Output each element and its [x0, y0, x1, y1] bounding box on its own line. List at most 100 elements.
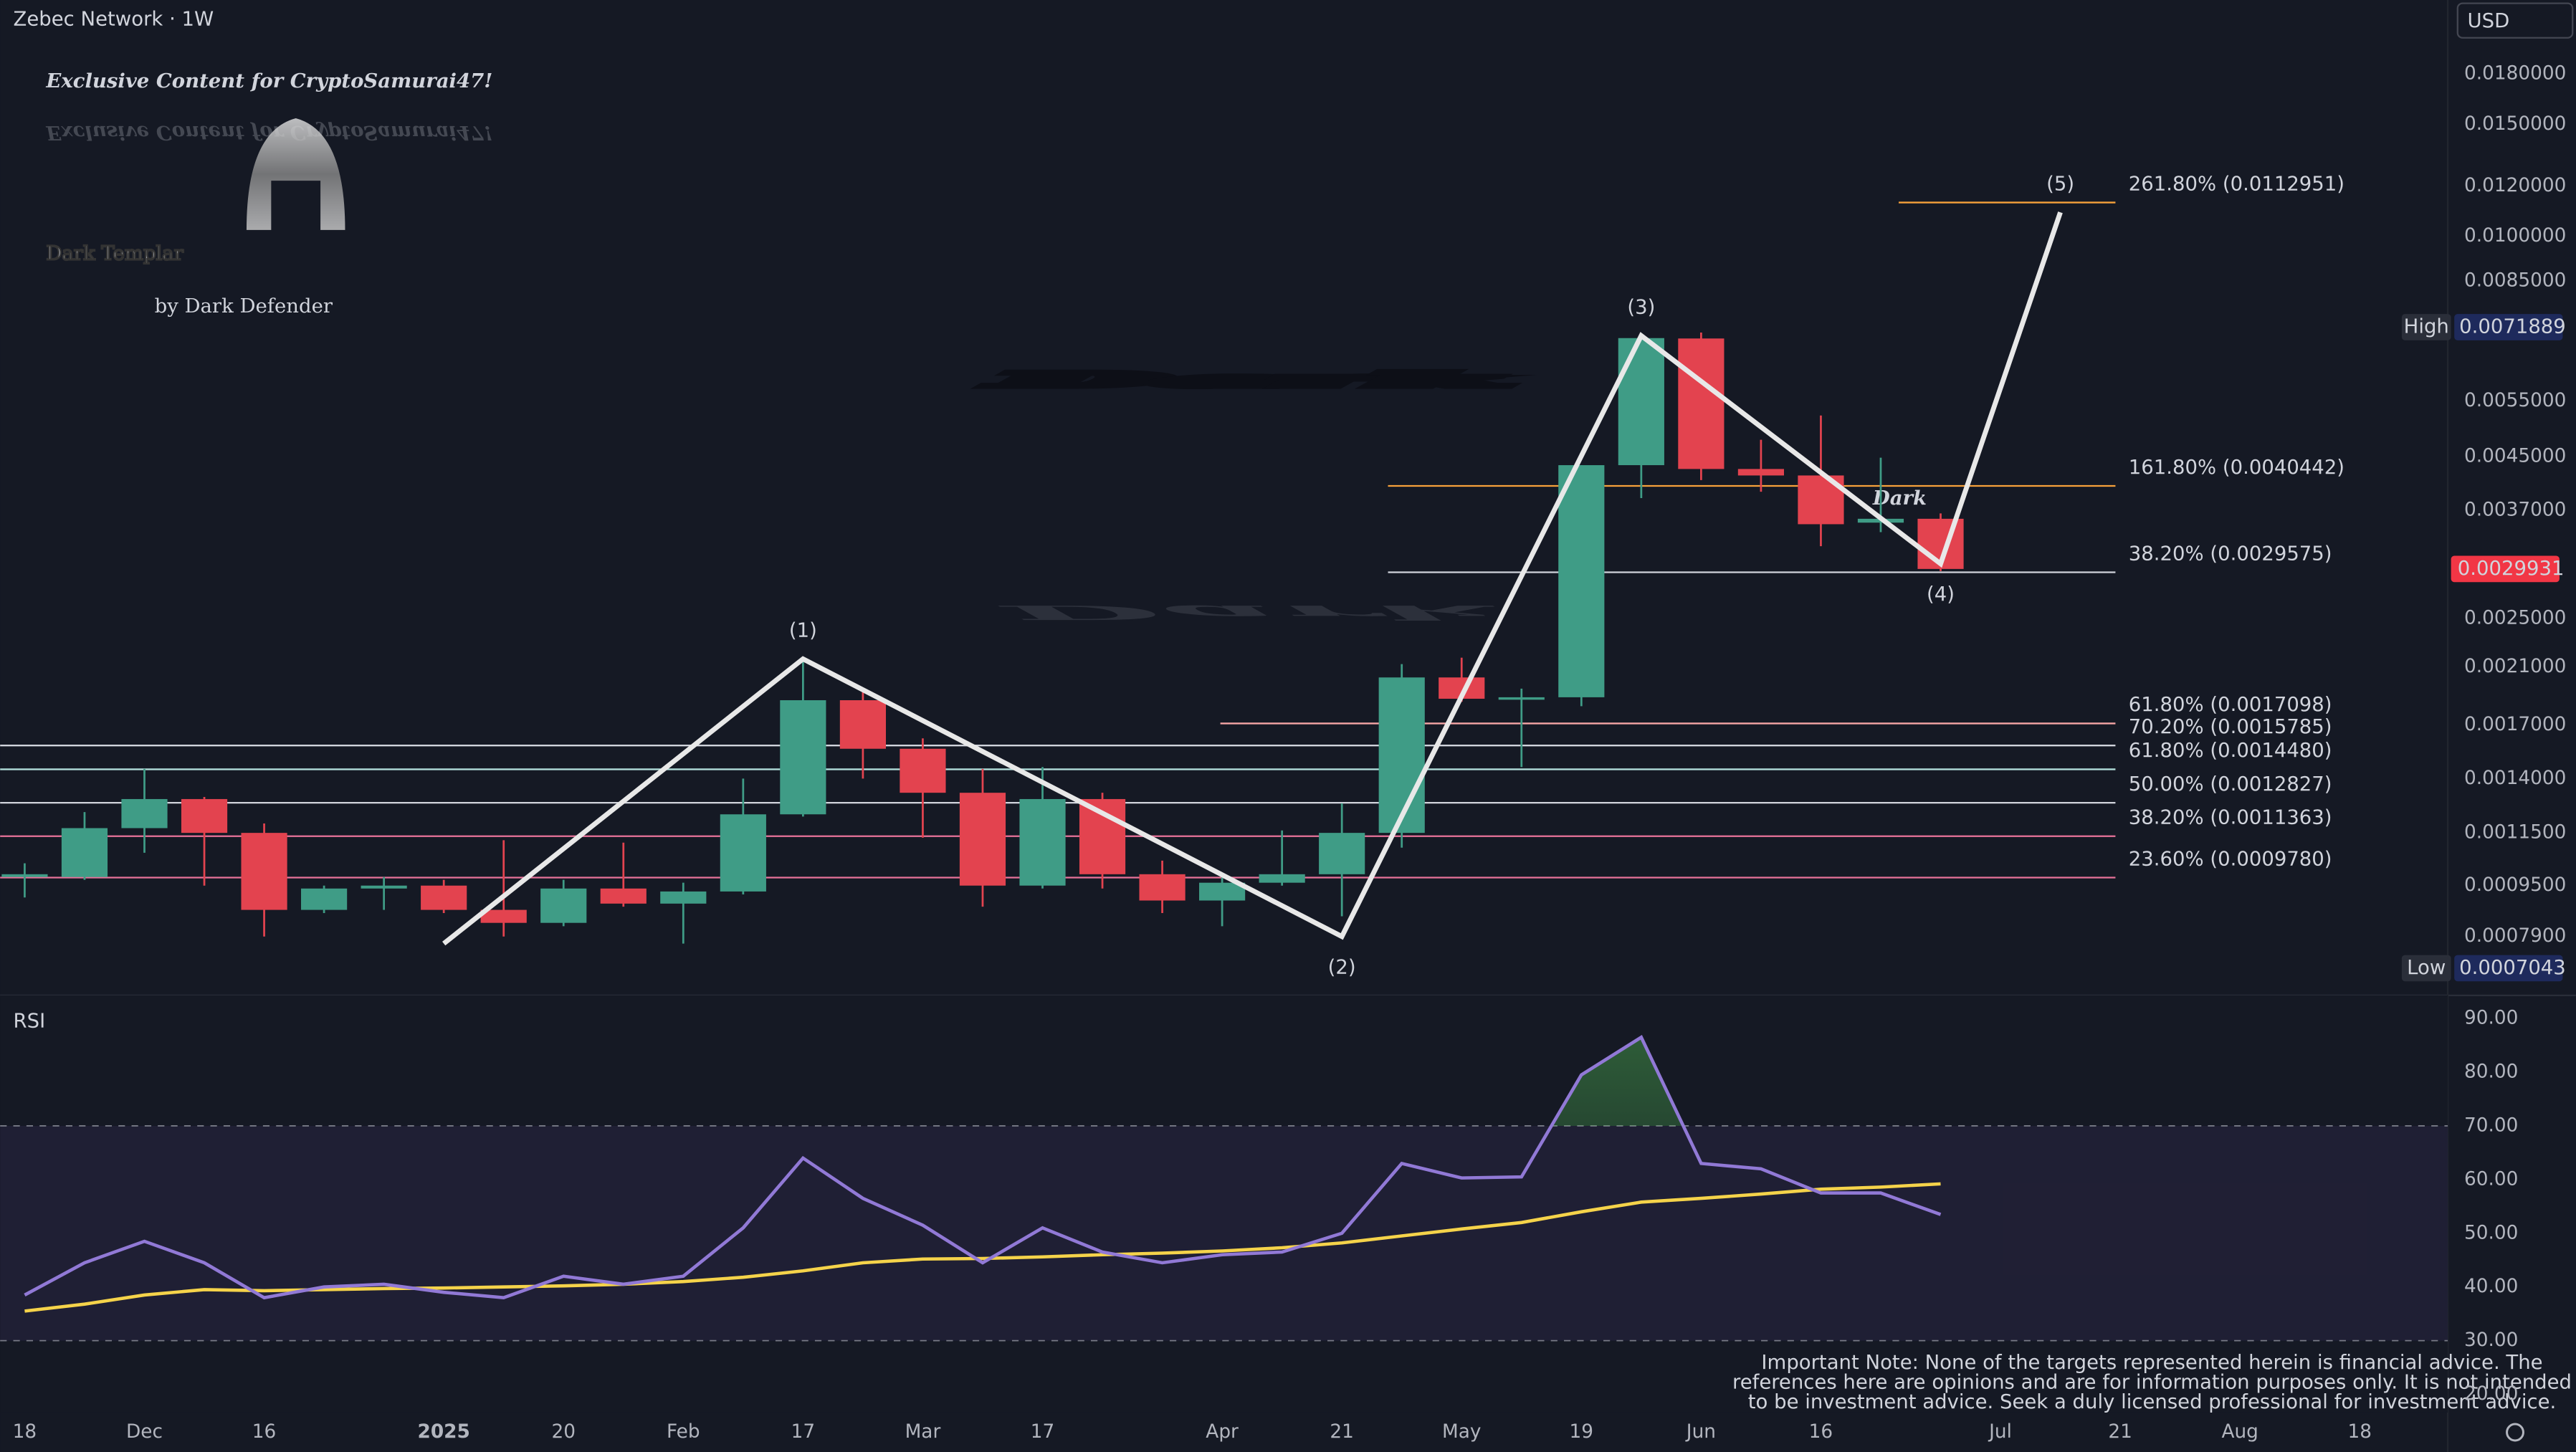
candle-body [421, 885, 467, 910]
price-tag-value-box [2454, 955, 2563, 982]
x-tick-label: May [1442, 1421, 1481, 1443]
fib-label: 38.20% (0.0011363) [2129, 806, 2332, 829]
rsi-tick-label: 60.00 [2464, 1168, 2518, 1190]
x-tick-label: Mar [905, 1421, 941, 1443]
y-tick-label: 0.0045000 [2464, 445, 2566, 467]
candle-body [839, 700, 886, 749]
y-tick-label: 0.0120000 [2464, 175, 2566, 196]
fib-label: 38.20% (0.0029575) [2129, 542, 2332, 565]
y-tick-label: 0.0017000 [2464, 714, 2566, 735]
candle-body [1498, 697, 1545, 700]
price-tag-value: 0.0071889 [2459, 315, 2566, 338]
rsi-title: RSI [14, 1010, 46, 1033]
rsi-pane [0, 995, 2448, 1413]
x-tick-label: Jun [1685, 1421, 1716, 1443]
x-tick-label: Dec [126, 1421, 163, 1443]
y-tick-label: 0.0025000 [2464, 608, 2566, 629]
y-tick-label: 0.0014000 [2464, 768, 2566, 789]
last-price-value: 0.0029931 [2458, 557, 2565, 580]
wave-line [442, 211, 2063, 946]
currency-label[interactable]: USD [2468, 9, 2510, 32]
price-tag-value: 0.0007043 [2459, 956, 2566, 979]
candle-body [121, 798, 168, 828]
x-tick-label: 17 [1031, 1421, 1055, 1443]
disclaimer-line: references here are opinions and are for… [1732, 1371, 2572, 1394]
x-tick-label: 21 [2108, 1421, 2132, 1443]
rsi-tick-label: 40.00 [2464, 1276, 2518, 1297]
candle-body [1199, 882, 1246, 901]
x-tick-label: 18 [13, 1421, 37, 1443]
candle-body [1678, 338, 1725, 469]
y-tick-label: 0.0100000 [2464, 225, 2566, 247]
watermark: Dark [996, 368, 1503, 391]
price-tag-box [2401, 314, 2451, 340]
rsi-line [24, 1182, 1941, 1313]
rsi-tick-label: 70.00 [2464, 1114, 2518, 1136]
headline: Exclusive Content for CryptoSamurai47! [45, 70, 492, 92]
currency-button[interactable] [2456, 2, 2574, 39]
rsi-tick-label: 50.00 [2464, 1222, 2518, 1243]
candle-body [660, 891, 707, 904]
wave-label: (5) [2046, 172, 2074, 195]
wave-label: (4) [1927, 583, 1955, 606]
x-tick-label: 20 [551, 1421, 576, 1443]
x-tick-label: Aug [2221, 1421, 2258, 1443]
x-tick-label: 17 [791, 1421, 816, 1443]
candle-body [1618, 338, 1664, 466]
rsi-tick-label: 90.00 [2464, 1008, 2518, 1029]
candle-body [61, 828, 108, 877]
fib-label: 61.80% (0.0017098) [2129, 693, 2332, 716]
disclaimer-line: to be investment advice. Seek a duly lic… [1748, 1390, 2557, 1413]
y-tick-label: 0.0007900 [2464, 925, 2566, 947]
x-tick-label: 21 [1330, 1421, 1354, 1443]
wave-label: (2) [1328, 955, 1356, 978]
y-tick-label: 0.0085000 [2464, 270, 2566, 292]
candle-body [361, 885, 407, 889]
disclaimer-line: Important Note: None of the targets repr… [1761, 1351, 2542, 1374]
candle-body [1, 874, 48, 877]
x-tick-label: 18 [2347, 1421, 2372, 1443]
y-tick-label: 0.0055000 [2464, 390, 2566, 411]
fib-label: 23.60% (0.0009780) [2129, 847, 2332, 870]
candle-body [900, 748, 946, 793]
branding: Dark Dark Exclusive Content for CryptoSa… [45, 70, 1927, 624]
logo-subtitle: by Dark Defender [155, 295, 333, 317]
x-tick-label: 16 [1809, 1421, 1833, 1443]
fib-label: 50.00% (0.0012827) [2129, 773, 2332, 796]
candle-body [241, 833, 287, 910]
candle-body [600, 888, 647, 904]
candle-body [959, 793, 1006, 886]
y-tick-label: 0.0021000 [2464, 656, 2566, 677]
candle-body [480, 909, 527, 923]
rsi-tick-label: 80.00 [2464, 1061, 2518, 1083]
rsi-tick-label: 20.00 [2464, 1383, 2518, 1405]
candle-body [1139, 874, 1186, 901]
candle-body [1259, 874, 1305, 883]
candle-body [1737, 469, 1785, 476]
candle-body [540, 888, 587, 923]
fib-label: 70.20% (0.0015785) [2129, 715, 2332, 738]
y-tick-label: 0.0009500 [2464, 874, 2566, 896]
y-tick-label: 0.0011500 [2464, 822, 2566, 844]
x-tick-label: Apr [1206, 1421, 1239, 1443]
fib-label: 261.80% (0.0112951) [2129, 172, 2344, 195]
watermark-reflection: Dark [996, 601, 1503, 624]
candle-body [1319, 833, 1365, 874]
candle-body [1079, 798, 1126, 874]
x-tick-label: Jul [1988, 1421, 2012, 1443]
y-tick-label: 0.0037000 [2464, 500, 2566, 521]
price-tag-label: Low [2407, 956, 2446, 979]
price-tag-label: High [2404, 315, 2449, 338]
rsi-band-fill [0, 1125, 2448, 1341]
wave-label: (3) [1627, 295, 1655, 318]
x-tick-label: Feb [667, 1421, 700, 1443]
helmet-icon [246, 118, 345, 230]
settings-button[interactable] [2506, 1423, 2524, 1442]
candle-body [1019, 798, 1066, 886]
y-tick-label: 0.0180000 [2464, 63, 2566, 85]
disclaimer: Important Note: None of the targets repr… [1732, 1351, 2572, 1413]
logo-title: Dark Templar [46, 242, 183, 265]
last-price-box [2451, 555, 2560, 583]
